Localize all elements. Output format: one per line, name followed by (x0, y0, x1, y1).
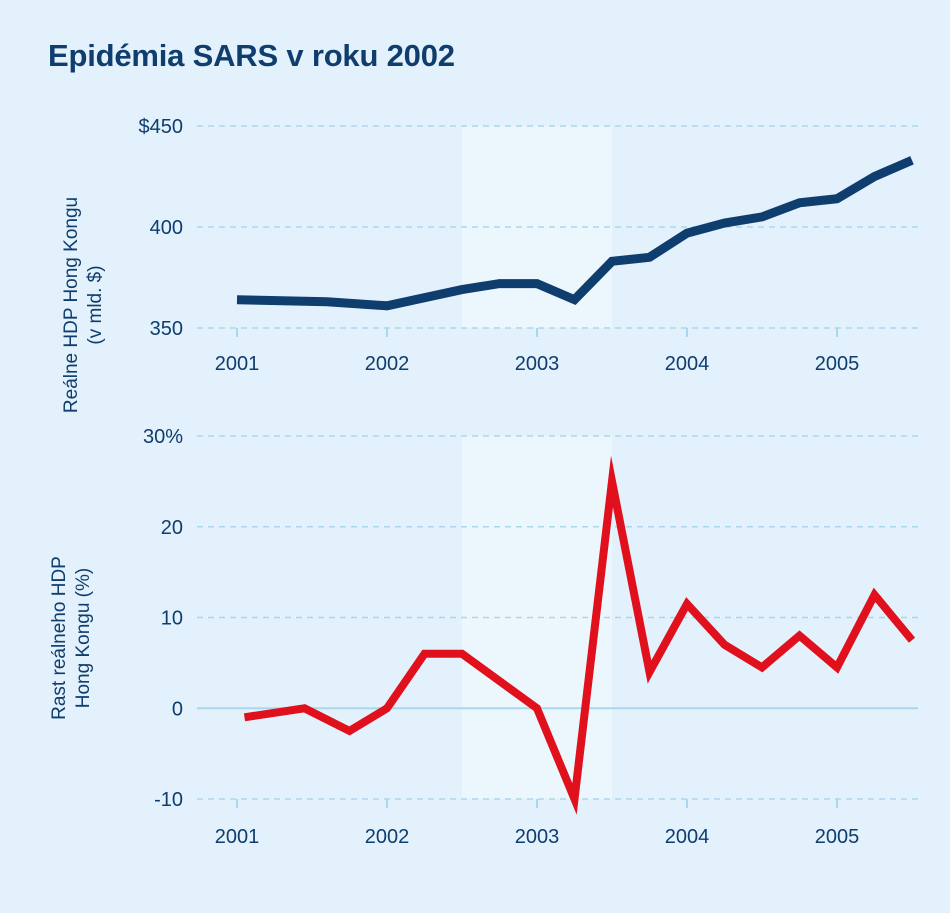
growth-y-axis-label-line-1: Rast reálneho HDP (49, 556, 70, 720)
gdp-y-axis-label: Reálne HDP Hong Kongu (v mld. $) (60, 197, 108, 413)
gdp-x-tick-label: 2002 (365, 353, 410, 375)
growth-x-tick-label: 2002 (365, 826, 410, 848)
gdp-y-tick-label: 400 (150, 217, 183, 239)
gdp-y-axis-label-line-1: Reálne HDP Hong Kongu (61, 196, 82, 414)
growth-y-axis-label-line-2: Hong Kongu (%) (73, 567, 94, 709)
growth-series-line (243, 455, 916, 815)
gdp-y-tick-label: $450 (139, 116, 184, 138)
growth-y-tick-label: 10 (161, 608, 183, 630)
gdp-y-axis-label-line-2: (v mld. $) (85, 265, 106, 345)
growth-y-axis-label: Rast reálneho HDP Hong Kongu (%) (48, 556, 96, 720)
growth-x-tick-label: 2003 (515, 826, 560, 848)
chart-title: Epidémia SARS v roku 2002 (48, 38, 455, 73)
growth-y-tick-label: 0 (172, 698, 183, 720)
gdp-x-tick-label: 2001 (215, 353, 260, 375)
gdp-x-tick-label: 2004 (665, 353, 710, 375)
growth-y-tick-label: -10 (154, 789, 183, 811)
growth-x-tick-label: 2004 (665, 826, 710, 848)
gdp-x-tick-label: 2003 (515, 353, 560, 375)
growth-x-tick-label: 2005 (815, 826, 860, 848)
growth-y-tick-label: 30% (143, 426, 183, 448)
gdp-x-tick-label: 2005 (815, 353, 860, 375)
growth-x-tick-label: 2001 (215, 826, 260, 848)
growth-y-tick-label: 20 (161, 517, 183, 539)
gdp-y-tick-label: 350 (150, 318, 183, 340)
gdp-series-line (236, 156, 914, 311)
